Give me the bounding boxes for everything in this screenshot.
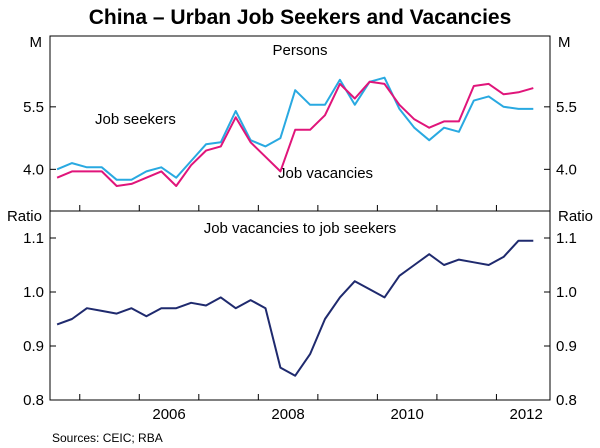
bottom-left-unit: Ratio (7, 208, 42, 225)
job-seekers-annotation: Job seekers (95, 111, 176, 128)
xtick-label: 2008 (271, 406, 304, 423)
top-right-unit: M (558, 34, 571, 51)
top-left-unit: M (30, 34, 43, 51)
job-vacancies-line (56, 80, 534, 187)
ytick-label-left: 4.0 (23, 161, 44, 178)
ytick-label-right: 1.1 (556, 230, 577, 247)
xtick-label: 2010 (390, 406, 423, 423)
ytick-label-left: 1.0 (23, 284, 44, 301)
ytick-label-right: 0.9 (556, 338, 577, 355)
bottom-panel-title: Job vacancies to job seekers (204, 220, 397, 237)
chart-title: China – Urban Job Seekers and Vacancies (89, 6, 512, 29)
xtick-label: 2006 (152, 406, 185, 423)
plot-frame (49, 35, 551, 401)
ytick-label-left: 0.8 (23, 392, 44, 409)
ytick-label-left: 5.5 (23, 99, 44, 116)
ytick-label-right: 1.0 (556, 284, 577, 301)
ratio-line (56, 239, 534, 377)
top-panel-title: Persons (272, 42, 327, 59)
source-note: Sources: CEIC; RBA (52, 431, 163, 445)
job-seekers-line (56, 76, 534, 181)
ytick-label-right: 0.8 (556, 392, 577, 409)
ytick-label-right: 4.0 (556, 161, 577, 178)
ytick-label-left: 1.1 (23, 230, 44, 247)
chart-marks: 4.0 4.0 5.5 5.5 0.8 0.8 0.9 0.9 1.0 1.0 1.1 1.1 2006… (23, 76, 577, 423)
xtick-label: 2012 (510, 406, 543, 423)
job-vacancies-annotation: Job vacancies (278, 165, 373, 182)
ytick-label-left: 0.9 (23, 338, 44, 355)
bottom-right-unit: Ratio (558, 208, 593, 225)
ytick-label-right: 5.5 (556, 99, 577, 116)
